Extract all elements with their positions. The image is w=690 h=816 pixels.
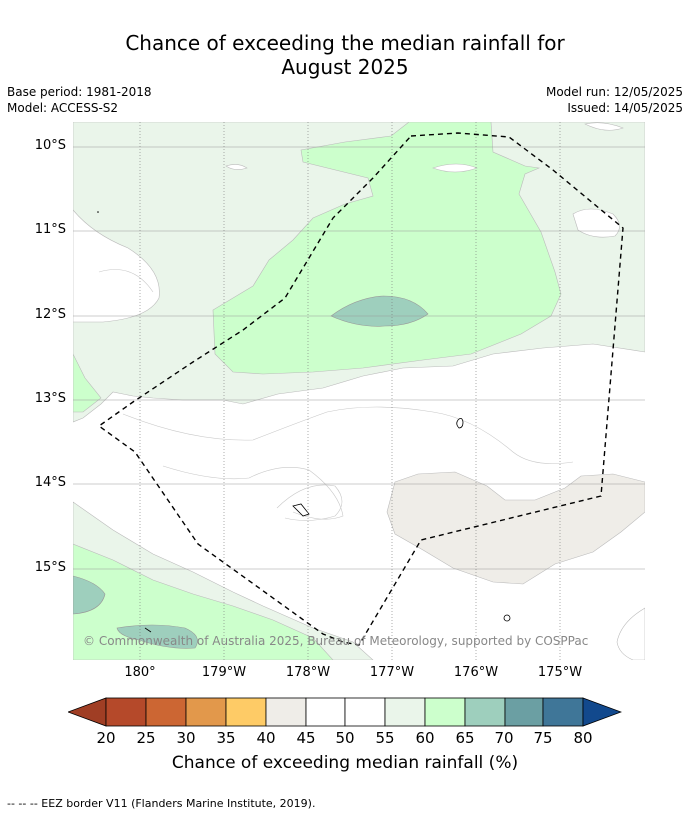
eez-border xyxy=(97,132,624,646)
metadata-left: Base period: 1981-2018 Model: ACCESS-S2 xyxy=(7,84,152,116)
base-period: Base period: 1981-2018 xyxy=(7,85,152,99)
colorbar-segment-25-30 xyxy=(145,697,187,727)
colorbar-tick-50: 50 xyxy=(335,729,355,747)
colorbar-segment-20-25 xyxy=(105,697,147,727)
island-1 xyxy=(456,418,464,429)
contour-line-4 xyxy=(98,269,154,293)
gap-small-north xyxy=(225,164,248,170)
colorbar-segment-60-65 xyxy=(424,697,466,727)
contour-line-2 xyxy=(162,465,344,520)
lon-label-180: 180° xyxy=(124,665,156,680)
model-name: Model: ACCESS-S2 xyxy=(7,101,119,115)
colorbar-tick-70: 70 xyxy=(494,729,514,747)
colorbar-segment-70-75 xyxy=(504,697,544,727)
colorbar-segment-50-55 xyxy=(344,697,386,727)
contour-60-65-central xyxy=(212,122,562,375)
contour-40-45-east xyxy=(386,471,645,585)
colorbar-tick-30: 30 xyxy=(176,729,196,747)
lat-label-14s: 14°S xyxy=(34,475,66,490)
gap-northeast xyxy=(584,122,624,131)
colorbar-segment-below-20 xyxy=(68,697,107,727)
map-title-month: August 2025 xyxy=(281,55,409,79)
colorbar-segment-above-80 xyxy=(582,697,622,727)
lat-label-15s: 15°S xyxy=(34,560,66,575)
island-4 xyxy=(144,627,152,633)
colorbar-tick-55: 55 xyxy=(375,729,395,747)
colorbar-tick-80: 80 xyxy=(573,729,593,747)
colorbar-tick-40: 40 xyxy=(256,729,276,747)
issued-date: Issued: 14/05/2025 xyxy=(567,101,683,115)
colorbar-segment-35-40 xyxy=(225,697,267,727)
contour-65-70-central xyxy=(330,295,429,327)
colorbar-segment-55-60 xyxy=(384,697,426,727)
island-2 xyxy=(292,503,310,517)
colorbar-tick-25: 25 xyxy=(136,729,156,747)
lon-label-175w: 175°W xyxy=(537,665,583,680)
colorbar xyxy=(68,697,622,727)
contour-65-70-southwest-2 xyxy=(116,624,198,649)
colorbar-tick-75: 75 xyxy=(533,729,553,747)
colorbar-label: Chance of exceeding median rainfall (%) xyxy=(171,753,519,773)
colorbar-tick-45: 45 xyxy=(296,729,316,747)
model-run: Model run: 12/05/2025 xyxy=(545,85,683,99)
lon-label-178w: 178°W xyxy=(285,665,331,680)
colorbar-tick-35: 35 xyxy=(216,729,236,747)
contour-white-southeast xyxy=(616,607,645,660)
lon-label-177w: 177°W xyxy=(369,665,415,680)
metadata-right: Model run: 12/05/2025 Issued: 14/05/2025 xyxy=(546,84,683,116)
lat-label-10s: 10°S xyxy=(34,138,66,153)
island-5 xyxy=(97,211,99,213)
contour-60-65-west-edge xyxy=(73,353,102,413)
latitude-gridlines xyxy=(73,146,645,570)
gap-east xyxy=(572,208,620,238)
island-3 xyxy=(503,614,511,622)
lat-label-11s: 11°S xyxy=(34,222,66,237)
contour-line-1 xyxy=(122,406,574,464)
colorbar-segment-75-80 xyxy=(542,697,584,727)
colorbar-segment-40-45 xyxy=(265,697,307,727)
lat-label-12s: 12°S xyxy=(34,307,66,322)
eez-legend-note: -- -- -- EEZ border V11 (Flanders Marine… xyxy=(7,797,316,810)
gap-central-north xyxy=(432,163,478,173)
colorbar-segment-45-50 xyxy=(305,697,346,727)
gap-northwest xyxy=(73,209,160,323)
lon-label-179w: 179°W xyxy=(201,665,247,680)
colorbar-tick-60: 60 xyxy=(415,729,435,747)
colorbar-segment-65-70 xyxy=(464,697,506,727)
colorbar-segment-30-35 xyxy=(185,697,227,727)
lat-label-13s: 13°S xyxy=(34,391,66,406)
lon-label-176w: 176°W xyxy=(453,665,499,680)
contour-line-3 xyxy=(276,484,343,521)
colorbar-tick-65: 65 xyxy=(455,729,475,747)
rainfall-map: © Commonwealth of Australia 2025, Bureau… xyxy=(73,122,645,660)
copyright-notice: © Commonwealth of Australia 2025, Bureau… xyxy=(83,634,588,648)
contour-65-70-southwest-1 xyxy=(73,575,106,615)
colorbar-tick-20: 20 xyxy=(96,729,116,747)
map-title: Chance of exceeding the median rainfall … xyxy=(125,31,565,55)
